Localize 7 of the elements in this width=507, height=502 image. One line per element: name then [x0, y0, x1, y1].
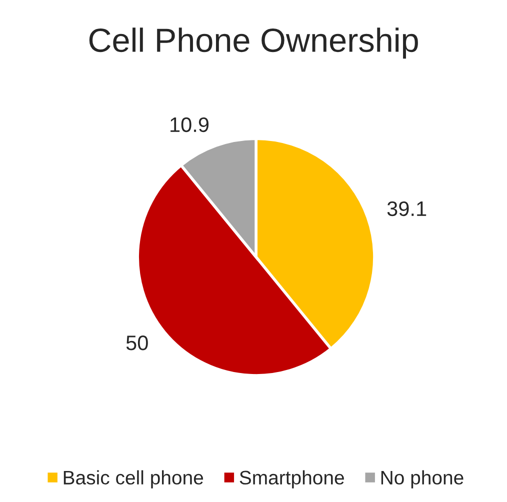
chart-title: Cell Phone Ownership	[89, 28, 418, 59]
legend-label: No phone	[381, 470, 464, 488]
data-label: 50	[126, 336, 148, 350]
legend-label: Smartphone	[240, 470, 344, 488]
data-label: 39.1	[387, 201, 426, 216]
data-label: 10.9	[170, 117, 209, 132]
legend-label: Basic cell phone	[64, 470, 204, 488]
